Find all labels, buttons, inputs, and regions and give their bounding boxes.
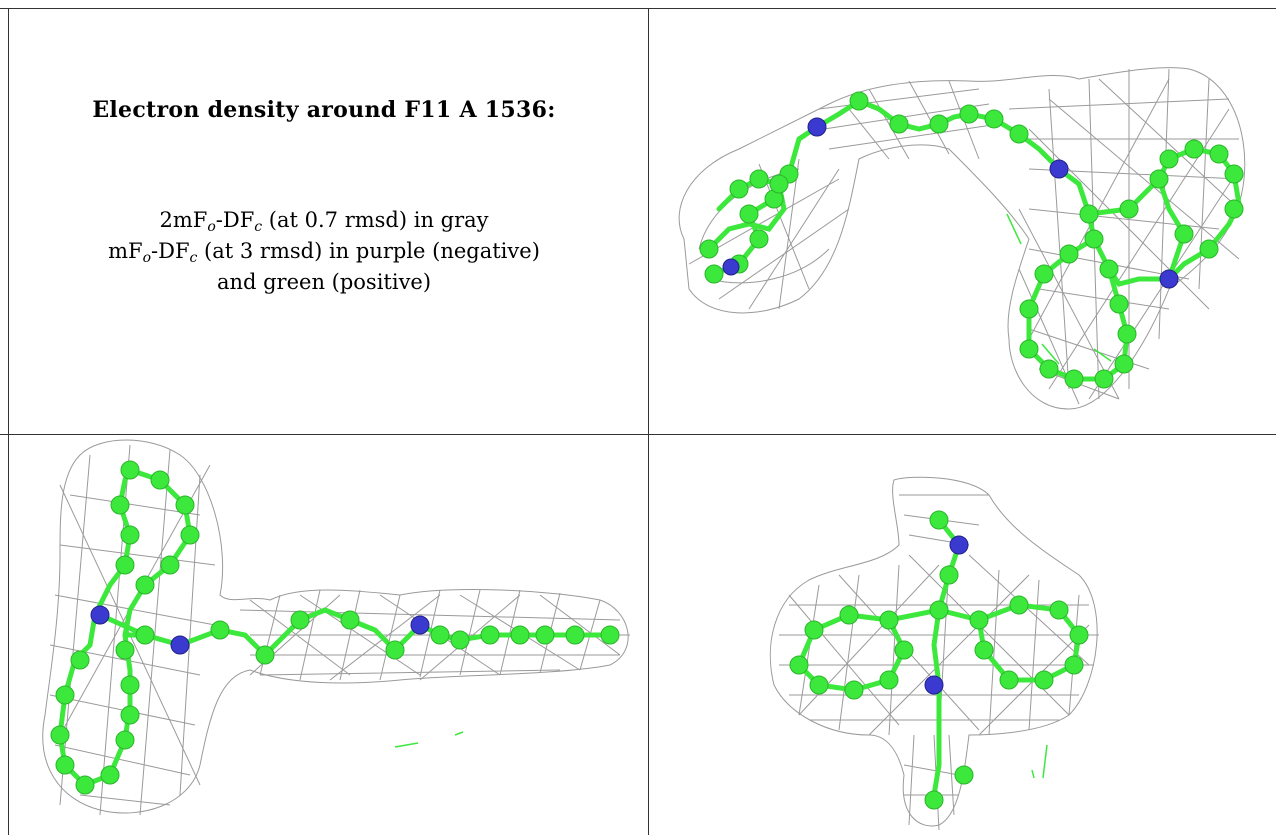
- legend-line-positive: and green (positive): [0, 267, 648, 298]
- ligand-model: [790, 511, 1088, 809]
- density-render-bottom-right: [649, 435, 1276, 835]
- info-cell: Electron density around F11 A 1536: 2mFo…: [0, 9, 648, 434]
- legend-line-mfo: mFo-DFc (at 3 rmsd) in purple (negative): [0, 236, 648, 267]
- density-render-top-right: [649, 9, 1276, 434]
- ligand-model: [51, 461, 619, 794]
- difference-density-positive: [1032, 745, 1047, 778]
- page-title: Electron density around F11 A 1536:: [0, 97, 648, 123]
- ligand-atoms: [51, 461, 619, 794]
- view-top-right: [649, 9, 1276, 434]
- density-render-bottom-left: [0, 435, 648, 835]
- difference-density-positive: [395, 732, 463, 747]
- legend-line-2mfo: 2mFo-DFc (at 0.7 rmsd) in gray: [0, 205, 648, 236]
- view-bottom-right: [649, 435, 1276, 835]
- view-bottom-left: [0, 435, 648, 835]
- legend-text: 2mFo-DFc (at 0.7 rmsd) in gray mFo-DFc (…: [0, 205, 648, 298]
